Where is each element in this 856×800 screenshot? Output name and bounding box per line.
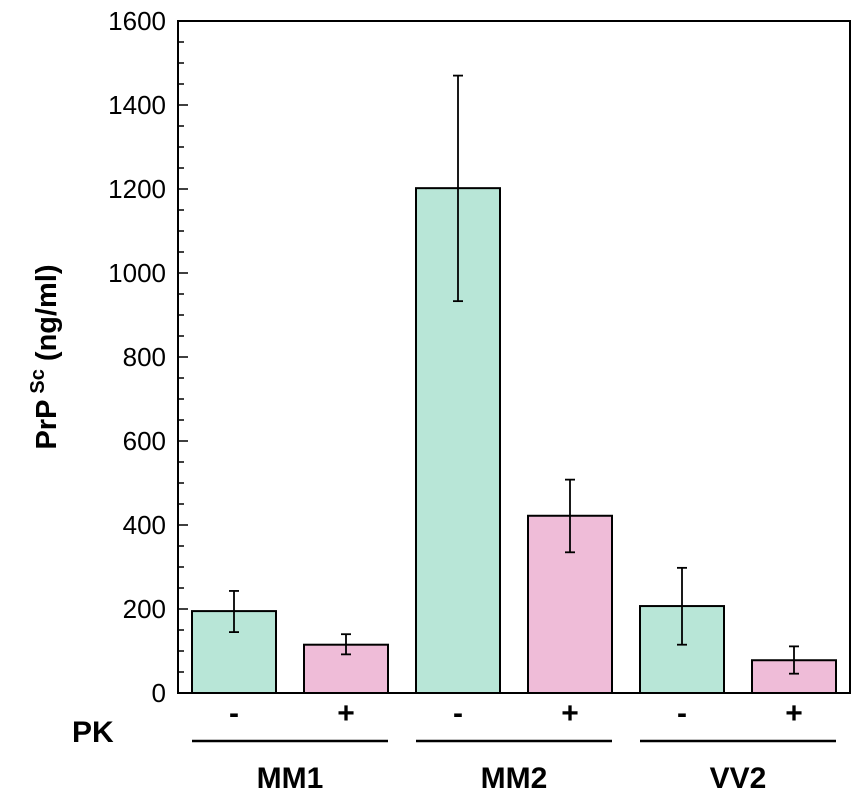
y-tick-label: 800 [123, 342, 166, 372]
group-label-MM1: MM1 [257, 762, 324, 795]
y-tick-label: 200 [123, 594, 166, 624]
y-axis-label: PrP Sc (ng/ml) [27, 264, 63, 449]
group-label-VV2: VV2 [710, 762, 767, 795]
y-tick-label: 600 [123, 426, 166, 456]
bar-MM1-minus [191, 610, 277, 694]
pk-sign: + [337, 697, 355, 730]
bar-MM1-plus [303, 643, 389, 695]
pk-sign: - [453, 697, 463, 730]
group-label-MM2: MM2 [481, 762, 548, 795]
bars [191, 187, 837, 695]
y-axis-label-main: PrP [31, 400, 63, 450]
group-labels: MM1 MM2 VV2 [257, 762, 767, 795]
y-tick-label: 1400 [108, 90, 166, 120]
y-axis-ticks [178, 20, 188, 694]
pk-sign: - [677, 697, 687, 730]
y-tick-label: 1000 [108, 258, 166, 288]
pk-sign: + [785, 697, 803, 730]
pk-sign: - [229, 697, 239, 730]
pk-sign: + [561, 697, 579, 730]
error-bars [229, 74, 799, 675]
y-tick-label: 0 [152, 678, 166, 708]
y-axis-label-superscript: Sc [27, 369, 49, 393]
y-axis-label-unit: (ng/ml) [31, 264, 63, 361]
y-tick-label: 1200 [108, 174, 166, 204]
y-tick-label: 400 [123, 510, 166, 540]
plot-frame [177, 20, 851, 694]
pk-sign-labels: - + - + - + [229, 697, 803, 730]
y-axis-tick-labels: 0 200 400 600 800 1000 1200 1400 1600 [108, 6, 166, 708]
pk-row-label: PK [72, 716, 114, 749]
y-tick-label: 1600 [108, 6, 166, 36]
svg-text:PrPSc(ng/ml): PrP Sc (ng/ml) [27, 264, 63, 449]
